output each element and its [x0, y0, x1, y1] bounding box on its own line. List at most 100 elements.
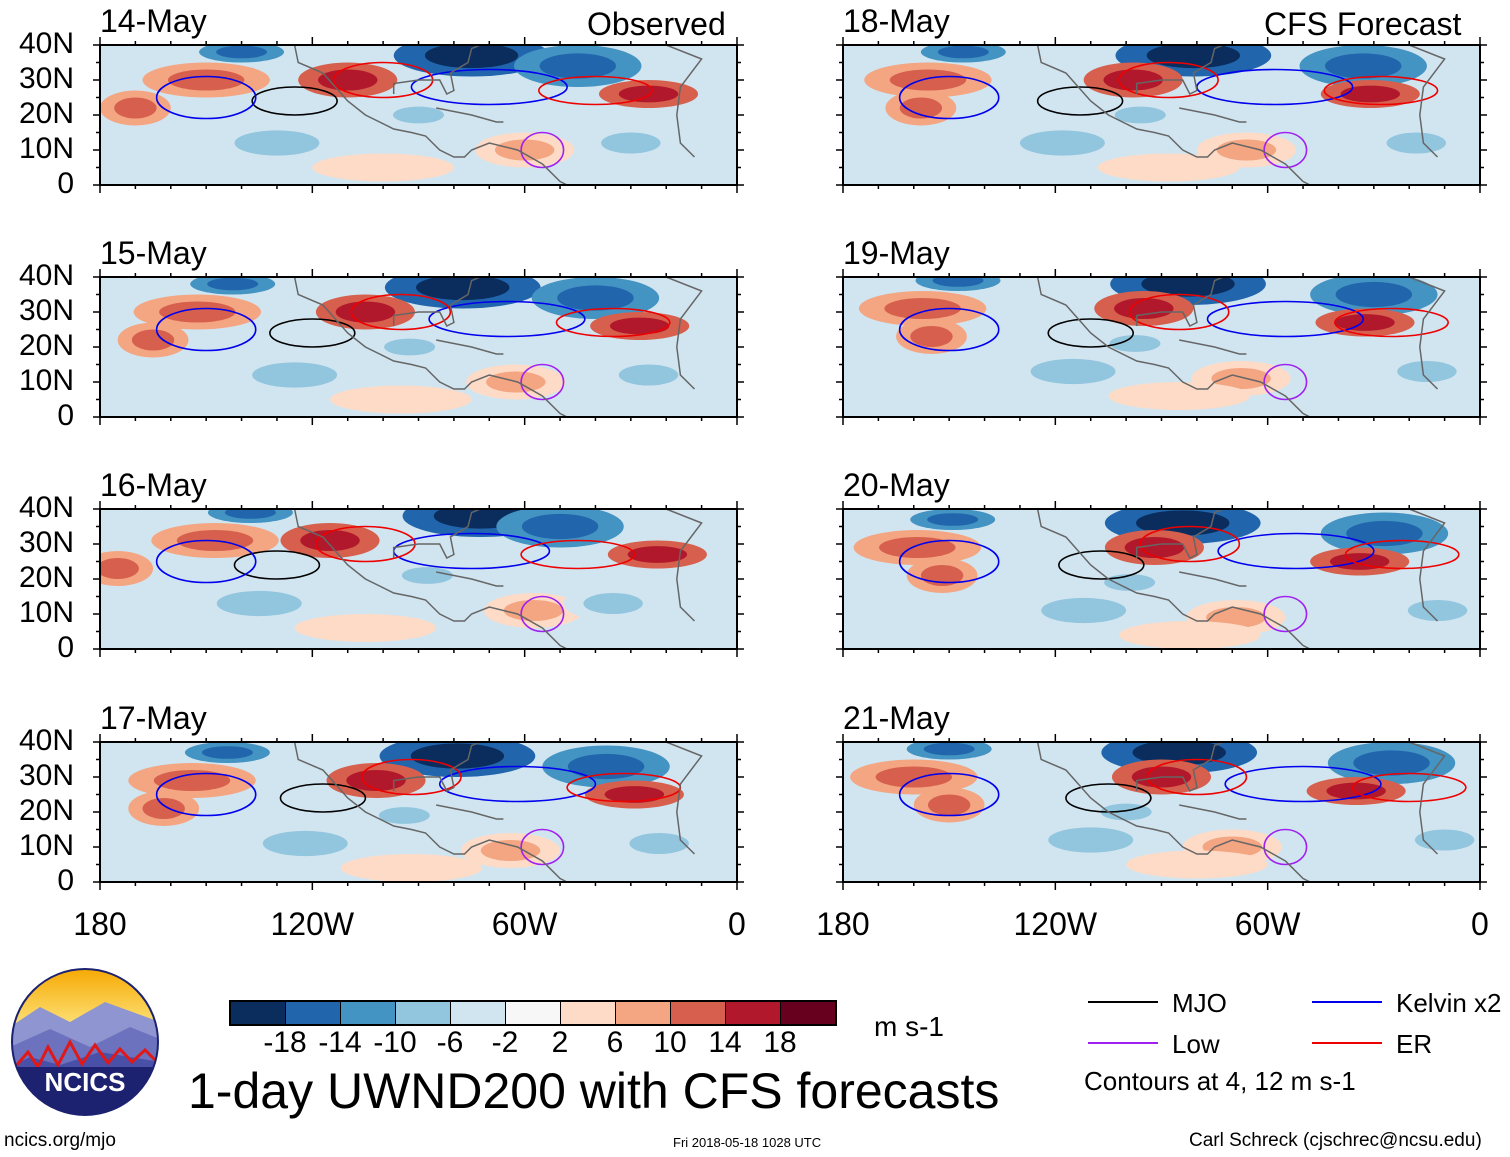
anomaly-area: [1048, 827, 1134, 853]
anomaly-area: [346, 770, 406, 791]
x-tick-label: 0: [1470, 906, 1489, 942]
colorbar-label: -18: [263, 1026, 307, 1059]
contour-line: [350, 293, 452, 331]
y-tick-label: 20N: [18, 794, 74, 827]
anomaly-area: [557, 285, 634, 311]
map-panel-21-May: [836, 734, 1487, 890]
anomaly-area: [252, 362, 338, 388]
colorbar-swatch: [561, 1002, 616, 1024]
anomaly-area: [1114, 106, 1166, 124]
x-tick-label: 0: [727, 906, 746, 942]
anomaly-area: [1114, 298, 1174, 319]
contour-line: [898, 772, 1000, 817]
contour-line: [1263, 131, 1308, 169]
contour-line: [555, 307, 671, 338]
y-tick-label: 20N: [18, 97, 74, 130]
colorbar-label: 18: [763, 1026, 797, 1059]
anomaly-area: [300, 530, 360, 551]
colorbar-label: -6: [436, 1026, 464, 1059]
anomaly-area: [340, 159, 426, 176]
anomaly-area: [875, 766, 953, 788]
anomaly-area: [884, 298, 961, 319]
y-tick-label: 30N: [18, 294, 74, 327]
map-panel-18-May: [836, 37, 1487, 193]
contour-line: [520, 539, 636, 570]
contour-line: [1146, 758, 1248, 796]
x-tick-label: 60W: [1234, 906, 1301, 942]
anomaly-area: [1346, 520, 1423, 547]
anomaly-area: [1335, 281, 1413, 308]
colorbar-label: 2: [551, 1026, 569, 1059]
x-tick-label: 180: [816, 906, 870, 942]
legend-line-er: [1312, 1042, 1382, 1044]
anomaly-area: [494, 139, 555, 161]
y-tick-label: 40N: [18, 724, 74, 757]
contour-line: [251, 86, 338, 116]
contour-line: [538, 75, 653, 106]
contour-line: [1263, 363, 1308, 401]
anomaly-area: [378, 807, 430, 824]
anomaly-area: [234, 130, 320, 156]
colorbar-swatch: [506, 1002, 561, 1024]
legend-label: Kelvin x2: [1396, 988, 1502, 1018]
contour-line: [155, 772, 257, 817]
panel-date: 17-May: [100, 700, 207, 736]
colorbar-swatch: [671, 1002, 726, 1024]
anomaly-area: [629, 833, 689, 854]
y-tick-label: 30N: [18, 526, 74, 559]
anomaly-area: [927, 794, 971, 816]
panel-date: 14-May: [100, 3, 207, 39]
coastline: [1036, 277, 1446, 417]
panel-date: 15-May: [100, 235, 207, 271]
colorbar-swatch: [341, 1002, 396, 1024]
anomaly-area: [927, 513, 979, 526]
colorbar-units: m s-1: [874, 1011, 944, 1042]
anomaly-area: [224, 509, 276, 519]
footer-url[interactable]: ncics.org/mjo: [4, 1130, 116, 1151]
contour-line: [1344, 539, 1460, 570]
anomaly-area: [322, 619, 408, 637]
y-tick-label: 10N: [18, 596, 74, 629]
anomaly-area: [416, 277, 510, 301]
contour-line: [898, 75, 1000, 120]
anomaly-area: [601, 132, 661, 154]
map-panel-14-May: [93, 37, 744, 193]
y-tick-label: 10N: [18, 132, 74, 165]
contour-line: [410, 68, 568, 106]
panel-date: 18-May: [843, 3, 950, 39]
contour-line: [1334, 307, 1449, 338]
anomaly-area: [201, 746, 253, 759]
y-tick-label: 10N: [18, 829, 74, 862]
cfs-forecast-title: CFS Forecast: [1264, 6, 1462, 42]
colorbar-swatch: [396, 1002, 451, 1024]
y-tick-label: 0: [57, 631, 74, 664]
contour-line: [361, 758, 462, 796]
map-panel-15-May: [93, 269, 744, 425]
anomaly-area: [216, 590, 302, 617]
anomaly-area: [567, 753, 645, 780]
y-tick-label: 20N: [18, 561, 74, 594]
anomaly-area: [480, 840, 541, 861]
anomaly-area: [1154, 856, 1240, 873]
anomaly-area: [627, 546, 688, 563]
anomaly-area: [910, 326, 953, 347]
coastline: [293, 277, 703, 417]
anomaly-area: [932, 277, 984, 287]
contour-line: [1224, 765, 1382, 803]
contour-line: [1139, 525, 1241, 563]
contour-line: [155, 307, 257, 352]
figure-title: 1-day UWND200 with CFS forecasts: [188, 1063, 1000, 1119]
colorbar-label: 10: [653, 1026, 687, 1059]
anomaly-area: [1397, 361, 1457, 382]
anomaly-area: [1216, 139, 1277, 161]
legend-label: MJO: [1172, 988, 1227, 1018]
coastline: [1036, 509, 1446, 649]
contour-line: [269, 318, 356, 348]
anomaly-area: [1041, 597, 1127, 624]
colorbar: [229, 1000, 837, 1026]
map-panel-16-May: [93, 501, 744, 657]
panel-date: 16-May: [100, 467, 207, 503]
map-panel-19-May: [836, 269, 1487, 425]
contour-line: [1351, 772, 1467, 803]
contour-line: [1128, 293, 1230, 331]
